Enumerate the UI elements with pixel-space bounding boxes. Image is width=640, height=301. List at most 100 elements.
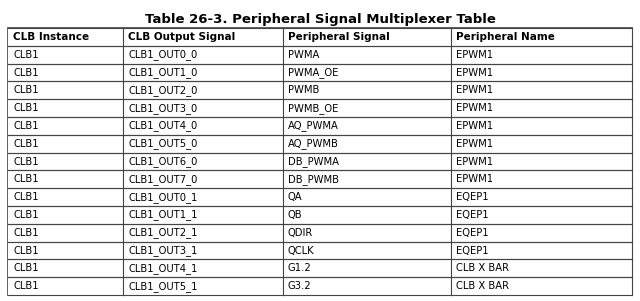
Text: CLB1: CLB1 (13, 121, 38, 131)
Bar (8, 64, 124, 81)
Text: EPWM1: EPWM1 (456, 67, 493, 77)
Text: CLB1_OUT0_0: CLB1_OUT0_0 (129, 49, 198, 60)
Bar (124, 188, 283, 206)
Bar (8, 28, 124, 46)
Text: PWMB: PWMB (287, 85, 319, 95)
Text: G1.2: G1.2 (287, 263, 311, 273)
Text: QA: QA (287, 192, 302, 202)
Bar (8, 259, 124, 277)
Text: CLB1_OUT7_0: CLB1_OUT7_0 (129, 174, 198, 185)
Bar (451, 153, 632, 170)
Text: CLB1_OUT2_0: CLB1_OUT2_0 (129, 85, 198, 96)
Text: CLB1_OUT2_1: CLB1_OUT2_1 (129, 227, 198, 238)
Bar (8, 188, 124, 206)
Bar (451, 259, 632, 277)
Text: CLB1: CLB1 (13, 85, 38, 95)
Bar (8, 224, 124, 242)
Text: EPWM1: EPWM1 (456, 157, 493, 166)
Bar (124, 64, 283, 81)
Text: CLB1_OUT6_0: CLB1_OUT6_0 (129, 156, 198, 167)
Bar (283, 28, 451, 46)
Bar (451, 64, 632, 81)
Text: DB_PWMA: DB_PWMA (287, 156, 339, 167)
Bar (8, 46, 124, 64)
Text: DB_PWMB: DB_PWMB (287, 174, 339, 185)
Bar (283, 64, 451, 81)
Bar (124, 81, 283, 99)
Text: CLB1: CLB1 (13, 174, 38, 184)
Bar (124, 277, 283, 295)
Text: EQEP1: EQEP1 (456, 246, 489, 256)
Bar (451, 99, 632, 117)
Text: CLB1_OUT4_1: CLB1_OUT4_1 (129, 263, 198, 274)
Bar (8, 117, 124, 135)
Bar (451, 81, 632, 99)
Text: Table 26-3. Peripheral Signal Multiplexer Table: Table 26-3. Peripheral Signal Multiplexe… (145, 13, 495, 26)
Text: CLB X BAR: CLB X BAR (456, 281, 509, 291)
Text: CLB1: CLB1 (13, 192, 38, 202)
Text: PWMA_OE: PWMA_OE (287, 67, 338, 78)
Bar (124, 224, 283, 242)
Bar (124, 135, 283, 153)
Text: AQ_PWMB: AQ_PWMB (287, 138, 339, 149)
Bar (283, 153, 451, 170)
Bar (451, 242, 632, 259)
Bar (451, 135, 632, 153)
Text: CLB1_OUT5_0: CLB1_OUT5_0 (129, 138, 198, 149)
Bar (124, 242, 283, 259)
Text: CLB X BAR: CLB X BAR (456, 263, 509, 273)
Bar (124, 153, 283, 170)
Text: EPWM1: EPWM1 (456, 121, 493, 131)
Bar (283, 46, 451, 64)
Bar (124, 259, 283, 277)
Bar (124, 170, 283, 188)
Text: G3.2: G3.2 (287, 281, 311, 291)
Bar (124, 99, 283, 117)
Bar (451, 46, 632, 64)
Bar (8, 170, 124, 188)
Bar (283, 135, 451, 153)
Text: CLB1_OUT5_1: CLB1_OUT5_1 (129, 281, 198, 292)
Bar (283, 242, 451, 259)
Text: CLB1_OUT3_0: CLB1_OUT3_0 (129, 103, 198, 113)
Text: QCLK: QCLK (287, 246, 314, 256)
Bar (451, 206, 632, 224)
Text: QDIR: QDIR (287, 228, 313, 238)
Text: EQEP1: EQEP1 (456, 228, 489, 238)
Bar (451, 224, 632, 242)
Bar (283, 117, 451, 135)
Text: EPWM1: EPWM1 (456, 103, 493, 113)
Text: EQEP1: EQEP1 (456, 192, 489, 202)
Text: QB: QB (287, 210, 302, 220)
Text: CLB1: CLB1 (13, 67, 38, 77)
Text: CLB1: CLB1 (13, 210, 38, 220)
Bar (8, 99, 124, 117)
Bar (124, 117, 283, 135)
Bar (8, 277, 124, 295)
Text: CLB1_OUT0_1: CLB1_OUT0_1 (129, 192, 198, 203)
Bar (451, 28, 632, 46)
Bar (451, 188, 632, 206)
Text: CLB Output Signal: CLB Output Signal (129, 32, 236, 42)
Text: EPWM1: EPWM1 (456, 50, 493, 60)
Bar (283, 99, 451, 117)
Bar (8, 135, 124, 153)
Text: CLB Instance: CLB Instance (13, 32, 89, 42)
Bar (8, 206, 124, 224)
Text: CLB1: CLB1 (13, 139, 38, 149)
Bar (283, 81, 451, 99)
Text: CLB1_OUT1_1: CLB1_OUT1_1 (129, 209, 198, 220)
Text: CLB1: CLB1 (13, 103, 38, 113)
Bar (451, 117, 632, 135)
Text: CLB1: CLB1 (13, 157, 38, 166)
Bar (124, 46, 283, 64)
Text: EPWM1: EPWM1 (456, 85, 493, 95)
Text: AQ_PWMA: AQ_PWMA (287, 120, 339, 131)
Text: EPWM1: EPWM1 (456, 139, 493, 149)
Text: CLB1_OUT3_1: CLB1_OUT3_1 (129, 245, 198, 256)
Bar (8, 28, 632, 295)
Text: EPWM1: EPWM1 (456, 174, 493, 184)
Bar (283, 206, 451, 224)
Text: EQEP1: EQEP1 (456, 210, 489, 220)
Text: Peripheral Name: Peripheral Name (456, 32, 555, 42)
